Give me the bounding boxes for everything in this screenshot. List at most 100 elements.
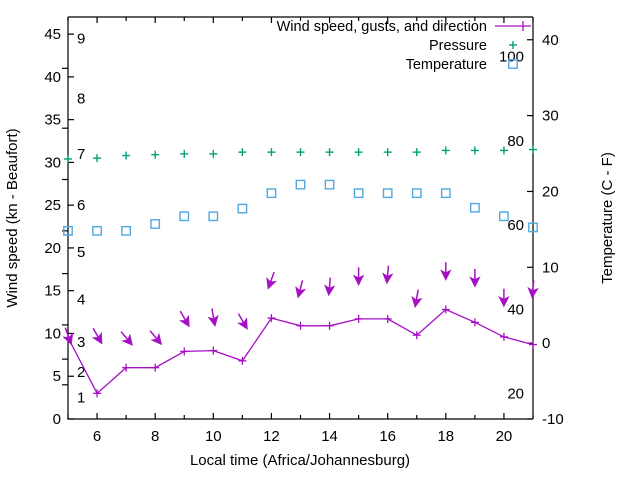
x-tick-label: 12: [263, 428, 280, 445]
x-tick-label: 18: [437, 428, 454, 445]
temperature-marker: [324, 179, 335, 190]
arrow-shaft: [298, 280, 304, 293]
beaufort-label: 6: [77, 197, 85, 214]
y2-axis-title: Temperature (C - F): [599, 152, 616, 284]
beaufort-label: 2: [77, 364, 85, 381]
y2-tick-label: 30: [542, 108, 559, 125]
beaufort-label: 8: [77, 90, 85, 107]
legend-sample-square: [508, 59, 518, 69]
y-tick-label: 5: [53, 368, 61, 385]
y-axis-title: Wind speed (kn - Beaufort): [4, 128, 21, 307]
series-pressure: [64, 145, 537, 163]
x-tick-label: 6: [93, 428, 101, 445]
arrow-shaft: [531, 280, 535, 293]
wind-direction-arrow: [91, 327, 103, 345]
y2-axis-fahrenheit-ticks: 20 40 60 80 100: [499, 49, 524, 403]
y-tick-label: 45: [44, 26, 61, 43]
fahrenheit-label: 20: [507, 386, 524, 403]
series-temperature: [63, 179, 538, 236]
arrow-head: [91, 331, 103, 345]
arrow-head: [266, 277, 277, 290]
temperature-marker: [208, 211, 219, 222]
x-tick-label: 8: [151, 428, 159, 445]
temperature-marker: [237, 203, 248, 214]
legend-label-0: Wind speed, gusts, and direction: [277, 19, 487, 35]
wind-direction-arrow: [352, 267, 365, 286]
fahrenheit-label: 100: [499, 49, 524, 66]
arrow-head: [237, 317, 248, 330]
y-tick-label: 15: [44, 283, 61, 300]
wind-direction-arrow: [237, 313, 248, 330]
wind-direction-arrow: [469, 269, 481, 288]
temperature-marker: [440, 188, 451, 199]
temperature-marker: [382, 188, 393, 199]
x-tick-label: 16: [379, 428, 396, 445]
arrow-shaft: [179, 310, 187, 322]
wind-direction-arrows: [62, 262, 539, 346]
arrow-shaft: [64, 327, 71, 340]
temperature-marker: [63, 225, 73, 236]
temperature-marker: [121, 225, 132, 236]
arrow-head: [150, 332, 163, 346]
legend-label-1: Pressure: [429, 38, 487, 54]
temperature-marker: [179, 211, 190, 222]
y-tick-label: 40: [44, 69, 61, 86]
x-axis-ticks: 6 8 10 12 14 16 18 20: [67, 17, 534, 445]
y-tick-label: 10: [44, 325, 61, 342]
y2-tick-label: 40: [542, 32, 559, 49]
y-tick-label: 0: [53, 411, 61, 428]
y-axis-beaufort-ticks: 1 2 3 4 5 6 7 8 9: [62, 30, 85, 407]
x-tick-label: 10: [205, 428, 222, 445]
arrow-head: [62, 332, 74, 346]
arrow-head: [440, 269, 452, 281]
y2-tick-label: 10: [542, 259, 559, 276]
wind-direction-arrow: [295, 280, 307, 299]
beaufort-label: 3: [77, 334, 85, 351]
temperature-marker: [528, 222, 538, 233]
x-axis-title: Local time (Africa/Johannesburg): [190, 452, 410, 469]
arrow-head: [527, 286, 539, 299]
beaufort-label: 4: [77, 291, 85, 308]
legend-label-2: Temperature: [406, 57, 487, 73]
wind-direction-arrow: [324, 277, 336, 297]
arrow-head: [469, 276, 481, 288]
wind-direction-arrow: [411, 289, 423, 309]
y-tick-label: 30: [44, 154, 61, 171]
beaufort-label: 5: [77, 244, 85, 261]
wind-direction-arrow: [149, 330, 163, 346]
arrow-head: [352, 274, 365, 286]
wind-direction-arrow: [120, 331, 133, 346]
arrow-head: [382, 272, 394, 285]
arrow-head: [411, 295, 423, 309]
fahrenheit-label: 60: [507, 217, 524, 234]
arrow-shaft: [120, 331, 130, 342]
temperature-marker: [469, 202, 480, 213]
temperature-marker: [295, 179, 306, 190]
wind-direction-arrow: [440, 262, 452, 281]
arrow-shaft: [237, 313, 246, 325]
arrow-shaft: [415, 289, 419, 302]
y2-tick-label: -10: [542, 411, 564, 428]
arrow-shaft: [269, 271, 275, 284]
fahrenheit-label: 40: [507, 301, 524, 318]
wind-direction-arrow: [62, 327, 74, 346]
arrow-head: [498, 296, 510, 308]
temperature-marker: [499, 211, 509, 222]
y-axis-ticks: 0 5 10 15 20 25 30 35 40 45: [44, 26, 74, 428]
wind-direction-arrow: [498, 288, 510, 308]
series-wind-speed: [64, 305, 537, 398]
temperature-marker: [150, 219, 161, 229]
arrow-shaft: [328, 277, 332, 290]
temperature-marker: [411, 188, 422, 199]
beaufort-label: 9: [77, 30, 85, 47]
wind-direction-arrow: [527, 280, 539, 299]
wind-direction-arrow: [382, 265, 394, 285]
temperature-marker: [266, 188, 277, 199]
y2-tick-label: 20: [542, 183, 559, 200]
arrow-head: [179, 314, 190, 328]
y-tick-label: 35: [44, 112, 61, 129]
y2-axis-ticks: -10 0 10 20 30 40: [527, 32, 564, 428]
